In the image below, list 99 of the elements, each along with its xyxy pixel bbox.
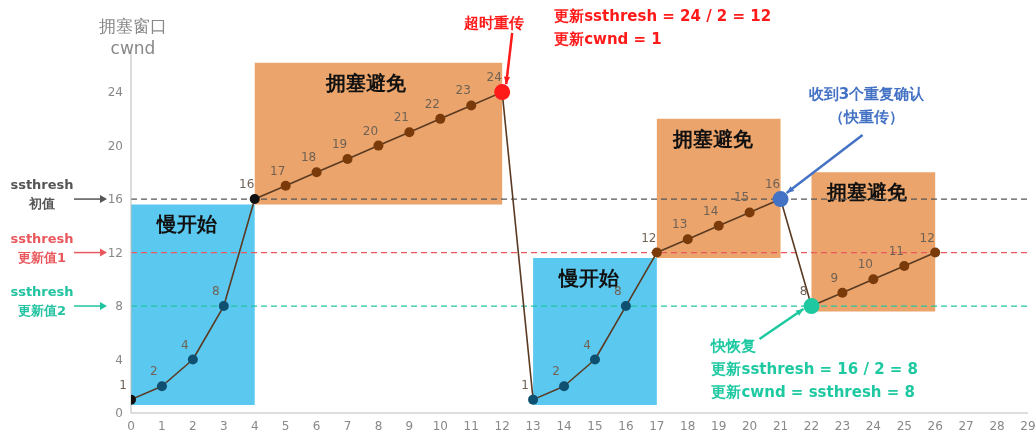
point xyxy=(466,100,477,111)
point xyxy=(311,167,322,178)
x-tick-label: 28 xyxy=(989,418,1005,433)
x-tick-label: 13 xyxy=(525,418,541,433)
data-label: 1 xyxy=(119,377,127,392)
x-tick-label: 25 xyxy=(896,418,912,433)
point xyxy=(713,220,724,231)
point xyxy=(559,381,570,392)
data-label: 19 xyxy=(331,136,348,151)
x-tick-label: 10 xyxy=(432,418,448,433)
y-tick-label: 20 xyxy=(107,138,123,153)
x-tick-label: 26 xyxy=(927,418,943,433)
data-label: 24 xyxy=(486,70,502,85)
data-label: 12 xyxy=(641,230,657,245)
point xyxy=(404,127,415,138)
x-tick-label: 9 xyxy=(405,418,414,433)
data-label: 16 xyxy=(764,177,781,192)
point xyxy=(620,301,631,312)
data-label: 13 xyxy=(672,217,688,232)
data-label: 23 xyxy=(455,83,471,98)
point xyxy=(651,247,662,258)
point xyxy=(342,153,353,164)
point xyxy=(187,354,198,365)
data-label: 20 xyxy=(362,123,379,138)
annotation: 超时重传 xyxy=(463,14,525,32)
x-tick-label: 4 xyxy=(250,418,259,433)
data-label: 17 xyxy=(270,163,286,178)
annotation: 收到3个重复确认（快重传） xyxy=(808,85,926,127)
x-tick-label: 2 xyxy=(189,418,197,433)
data-label: 2 xyxy=(150,364,158,379)
ref-line-label: ssthresh 更新值2 xyxy=(10,284,74,319)
ref-line-label: ssthresh 更新值1 xyxy=(10,230,74,265)
band-label: 拥塞避免 xyxy=(826,180,909,205)
x-tick-label: 20 xyxy=(741,418,758,433)
point xyxy=(899,260,910,271)
x-tick-label: 15 xyxy=(587,418,603,433)
data-label: 18 xyxy=(300,150,317,165)
text: 更新cwnd = 1 xyxy=(554,30,662,48)
x-tick-label: 22 xyxy=(803,418,820,433)
point xyxy=(280,180,291,191)
annotation: 更新cwnd = ssthresh = 8 xyxy=(711,383,915,402)
point xyxy=(528,394,539,405)
data-label: 10 xyxy=(857,257,873,272)
x-tick-label: 5 xyxy=(281,418,290,433)
x-tick-label: 14 xyxy=(556,418,572,433)
y-axis-title: 拥塞窗口 cwnd xyxy=(99,16,167,58)
band-label: 拥塞避免 xyxy=(671,126,754,151)
y-tick-label: 12 xyxy=(107,245,123,260)
y-tick-label: 8 xyxy=(115,299,123,314)
y-tick-label: 16 xyxy=(107,192,123,207)
point xyxy=(373,140,384,151)
point xyxy=(744,207,755,218)
x-tick-label: 19 xyxy=(711,418,727,433)
data-label: 8 xyxy=(211,284,220,299)
data-label: 8 xyxy=(799,284,808,299)
text: 更新ssthresh = 24 / 2 = 12 xyxy=(554,7,772,25)
x-tick-label: 23 xyxy=(834,418,851,433)
y-tick-label: 4 xyxy=(115,352,123,367)
data-label: 9 xyxy=(830,270,839,285)
data-label: 4 xyxy=(181,337,189,352)
x-tick-label: 7 xyxy=(343,418,352,433)
x-tick-label: 11 xyxy=(463,418,479,433)
x-tick-label: 12 xyxy=(494,418,510,433)
data-label: 2 xyxy=(552,364,560,379)
point xyxy=(868,274,879,285)
band-label: 拥塞避免 xyxy=(325,70,408,95)
x-tick-label: 21 xyxy=(772,418,789,433)
data-label: 12 xyxy=(919,230,935,245)
data-label: 14 xyxy=(703,203,719,218)
annotation: 快恢复 xyxy=(710,337,757,356)
ref-line-label: ssthresh 初值 xyxy=(10,177,74,212)
point xyxy=(435,113,446,124)
x-tick-label: 8 xyxy=(374,418,383,433)
x-tick-label: 1 xyxy=(158,418,166,433)
x-tick-label: 0 xyxy=(127,418,135,433)
data-label: 1 xyxy=(521,377,529,392)
data-label: 16 xyxy=(239,177,255,192)
x-tick-label: 6 xyxy=(312,418,321,433)
point xyxy=(249,194,260,205)
x-tick-label: 18 xyxy=(680,418,696,433)
point xyxy=(589,354,600,365)
x-tick-label: 16 xyxy=(618,418,634,433)
y-tick-label: 0 xyxy=(115,406,123,421)
x-tick-label: 17 xyxy=(649,418,665,433)
x-tick-label: 24 xyxy=(865,418,881,433)
point xyxy=(837,287,848,298)
data-label: 21 xyxy=(393,110,410,125)
data-label: 22 xyxy=(424,96,440,111)
point xyxy=(218,301,229,312)
x-tick-label: 29 xyxy=(1020,418,1035,433)
point xyxy=(156,381,167,392)
band-label: 慢开始 xyxy=(155,212,218,237)
point xyxy=(682,234,693,245)
point xyxy=(930,247,941,258)
annotation: 更新ssthresh = 16 / 2 = 8 xyxy=(711,360,919,379)
data-label: 4 xyxy=(583,337,591,352)
y-tick-label: 24 xyxy=(107,85,123,100)
x-tick-label: 3 xyxy=(219,418,228,433)
x-tick-label: 27 xyxy=(958,418,974,433)
